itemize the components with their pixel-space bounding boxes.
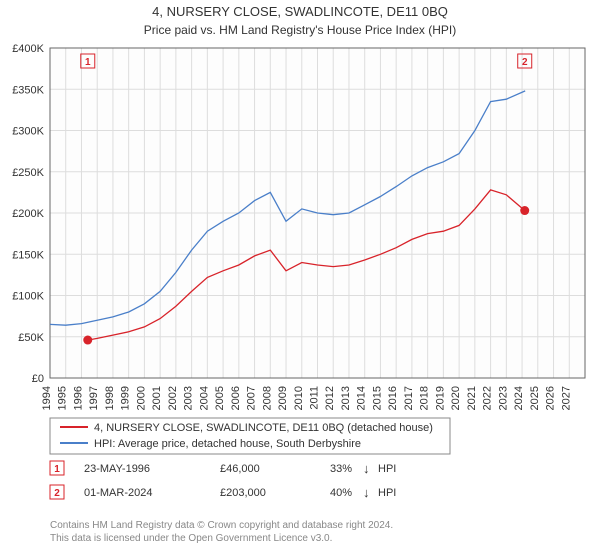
x-tick-label: 2026 (545, 386, 557, 410)
legend-label: 4, NURSERY CLOSE, SWADLINCOTE, DE11 0BQ … (94, 422, 433, 434)
transaction-marker-number: 2 (522, 57, 528, 68)
x-tick-label: 1999 (120, 386, 132, 410)
x-tick-label: 2022 (482, 386, 494, 410)
x-tick-label: 1998 (104, 386, 116, 410)
chart-subtitle: Price paid vs. HM Land Registry's House … (144, 23, 456, 37)
transaction-point (520, 206, 529, 215)
transaction-marker-number: 1 (85, 57, 91, 68)
transaction-price: £203,000 (220, 487, 266, 499)
arrow-down-icon: ↓ (363, 461, 370, 476)
x-tick-label: 2007 (246, 386, 258, 410)
x-tick-label: 2015 (371, 386, 383, 410)
x-tick-label: 2024 (513, 386, 525, 410)
y-tick-label: £400K (12, 43, 44, 55)
transaction-vs-hpi: 40% (330, 487, 352, 499)
x-tick-label: 2017 (403, 386, 415, 410)
transaction-hpi-suffix: HPI (378, 463, 396, 475)
x-tick-label: 2005 (214, 386, 226, 410)
x-tick-label: 2012 (324, 386, 336, 410)
x-tick-label: 1994 (41, 386, 53, 410)
y-tick-label: £0 (32, 373, 44, 385)
x-tick-label: 1997 (88, 386, 100, 410)
chart-title: 4, NURSERY CLOSE, SWADLINCOTE, DE11 0BQ (152, 4, 448, 19)
y-tick-label: £200K (12, 208, 44, 220)
transaction-vs-hpi: 33% (330, 463, 352, 475)
y-tick-label: £350K (12, 84, 44, 96)
y-tick-label: £50K (18, 332, 44, 344)
x-tick-label: 2011 (309, 386, 321, 410)
x-tick-label: 2001 (151, 386, 163, 410)
x-tick-label: 2020 (450, 386, 462, 410)
x-tick-label: 2018 (419, 386, 431, 410)
y-tick-label: £250K (12, 167, 44, 179)
x-tick-label: 2027 (560, 386, 572, 410)
x-tick-label: 2023 (497, 386, 509, 410)
x-tick-label: 2002 (167, 386, 179, 410)
transaction-point (83, 336, 92, 345)
transaction-row-number: 1 (54, 464, 60, 475)
transaction-date: 23-MAY-1996 (84, 463, 150, 475)
x-tick-label: 2004 (198, 386, 210, 410)
x-tick-label: 2009 (277, 386, 289, 410)
x-tick-label: 2016 (387, 386, 399, 410)
transaction-row-number: 2 (54, 488, 60, 499)
x-tick-label: 2003 (183, 386, 195, 410)
y-tick-label: £150K (12, 249, 44, 261)
x-tick-label: 2008 (261, 386, 273, 410)
legend-label: HPI: Average price, detached house, Sout… (94, 438, 361, 450)
x-tick-label: 2013 (340, 386, 352, 410)
transaction-hpi-suffix: HPI (378, 487, 396, 499)
x-tick-label: 1996 (72, 386, 84, 410)
x-tick-label: 2025 (529, 386, 541, 410)
y-tick-label: £100K (12, 291, 44, 303)
arrow-down-icon: ↓ (363, 485, 370, 500)
x-tick-label: 2010 (293, 386, 305, 410)
footnote-line-1: Contains HM Land Registry data © Crown c… (50, 520, 393, 531)
price-chart: 4, NURSERY CLOSE, SWADLINCOTE, DE11 0BQ P… (0, 0, 600, 560)
x-tick-label: 1995 (57, 386, 69, 410)
y-tick-label: £300K (12, 126, 44, 138)
footnote-line-2: This data is licensed under the Open Gov… (50, 533, 332, 544)
x-tick-label: 2006 (230, 386, 242, 410)
transaction-date: 01-MAR-2024 (84, 487, 152, 499)
x-tick-label: 2021 (466, 386, 478, 410)
transaction-price: £46,000 (220, 463, 260, 475)
x-tick-label: 2019 (434, 386, 446, 410)
x-tick-label: 2014 (356, 386, 368, 410)
x-tick-label: 2000 (135, 386, 147, 410)
